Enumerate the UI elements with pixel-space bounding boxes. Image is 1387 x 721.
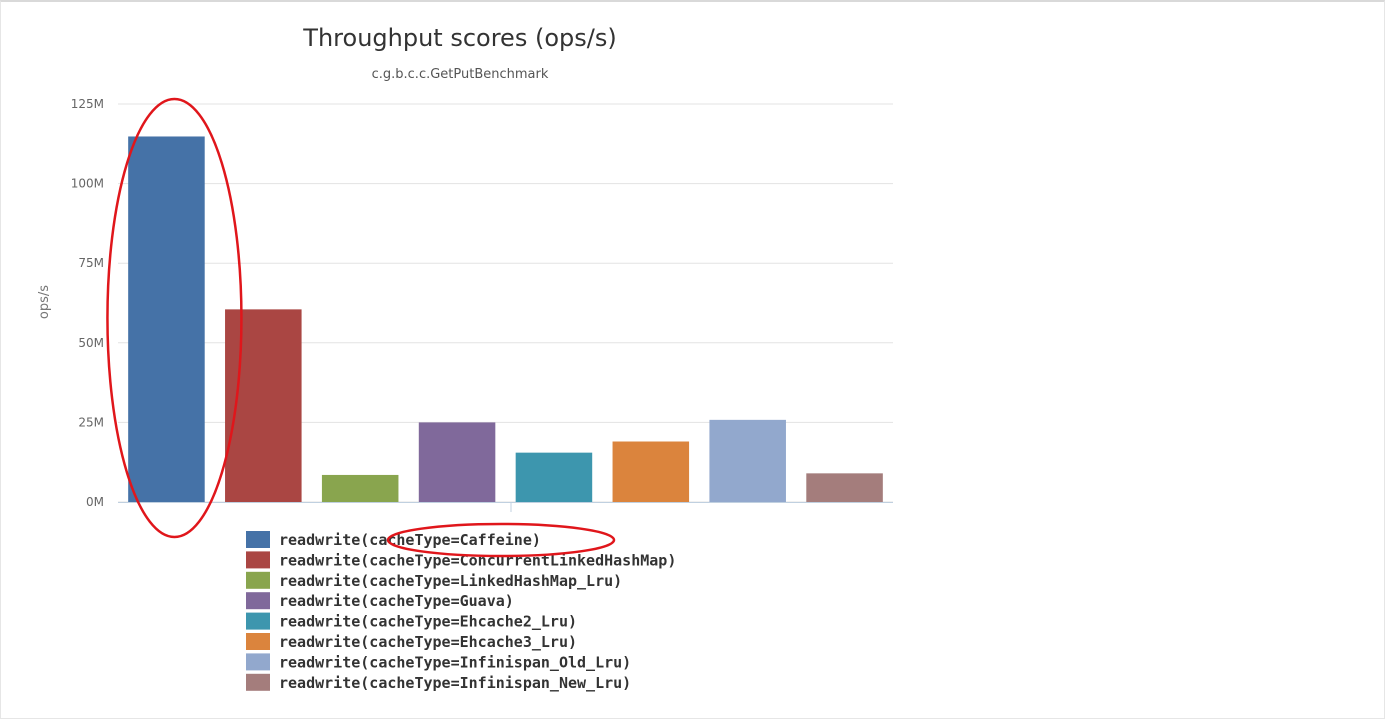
legend-label: readwrite(cacheType=ConcurrentLinkedHash… (279, 551, 676, 569)
chart-subtitle: c.g.b.c.c.GetPutBenchmark (372, 67, 549, 82)
bar-4 (418, 422, 496, 502)
legend-swatch (246, 592, 270, 610)
bar-2 (225, 309, 302, 502)
y-tick-label: 100M (71, 177, 104, 191)
bars (128, 136, 883, 512)
legend: readwrite(cacheType=Caffeine) readwrite(c… (246, 531, 676, 692)
legend-label: readwrite(cacheType=LinkedHashMap_Lru) (279, 572, 622, 590)
bar-7 (709, 419, 786, 502)
bar-8 (806, 473, 883, 502)
bar-5 (515, 452, 593, 502)
legend-label: readwrite(cacheType=Caffeine) (279, 531, 541, 549)
y-tick-label: 125M (71, 97, 104, 111)
legend-label: readwrite(cacheType=Ehcache3_Lru) (279, 633, 577, 651)
highlight-circle (386, 522, 616, 558)
annotations (106, 97, 616, 558)
chart-title: Throughput scores (ops/s) (302, 24, 616, 52)
legend-label: readwrite(cacheType=Guava) (279, 592, 514, 610)
y-tick-label: 75M (78, 256, 104, 270)
y-tick-label: 25M (78, 415, 104, 429)
bar-6 (612, 441, 690, 502)
legend-swatch (246, 571, 270, 589)
legend-swatch (246, 653, 270, 671)
legend-swatch (246, 612, 270, 630)
legend-label: readwrite(cacheType=Infinispan_New_Lru) (279, 674, 631, 692)
legend-swatch (246, 633, 270, 650)
y-axis-label: ops/s (37, 285, 52, 319)
legend-swatch (246, 551, 270, 569)
legend-label: readwrite(cacheType=Ehcache2_Lru) (279, 613, 577, 631)
y-tick-label: 0M (86, 495, 104, 509)
bar-3 (321, 474, 399, 502)
y-axis-ticks: 0M 25M 50M 75M 100M 125M (71, 97, 104, 509)
bar-1 (128, 136, 205, 502)
legend-label: readwrite(cacheType=Infinispan_Old_Lru) (279, 653, 631, 671)
y-tick-label: 50M (78, 336, 104, 350)
highlight-circle (106, 97, 243, 539)
legend-swatch (246, 673, 270, 691)
legend-swatch (246, 531, 270, 548)
